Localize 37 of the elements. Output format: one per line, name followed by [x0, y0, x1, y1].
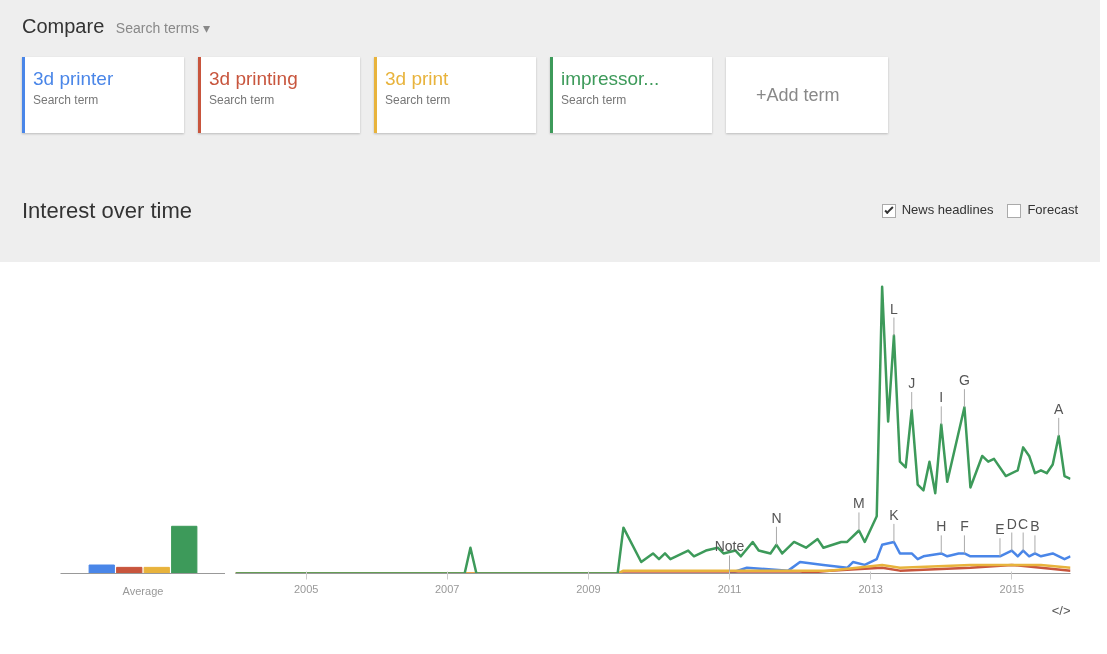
text: 3d printer — [33, 67, 114, 91]
text: Search term — [33, 92, 100, 110]
text: Search term — [385, 92, 451, 110]
annotation: H — [936, 518, 947, 535]
text: 3d printing — [209, 67, 298, 91]
annotation: N — [771, 509, 782, 526]
x-tick-label: 2011 — [717, 582, 742, 595]
x-axis-title: Average — [122, 584, 164, 597]
annotation: G — [958, 372, 970, 389]
x-tick-label: 2009 — [576, 582, 601, 595]
x-tick-label: 2015 — [999, 582, 1025, 595]
annotation: Note — [714, 538, 745, 555]
annotation: L — [890, 300, 899, 317]
x-tick-label: 2005 — [293, 582, 319, 595]
text: +Add term — [726, 57, 888, 133]
annotation: I — [939, 389, 944, 406]
annotation: M — [853, 495, 865, 512]
text: impressor... — [561, 67, 660, 91]
annotation: A — [1054, 400, 1065, 417]
text: </> — [1051, 602, 1071, 618]
x-tick-label: 2007 — [435, 582, 460, 595]
text: Search term — [561, 92, 628, 110]
text: Forecast — [1027, 202, 1078, 217]
chart-title: Interest over time — [22, 197, 192, 225]
text: News headlines — [901, 202, 994, 217]
annotation: C — [1018, 515, 1029, 532]
annotation: D — [1006, 515, 1017, 532]
annotation: J — [908, 375, 916, 392]
text: Compare — [22, 15, 105, 37]
text: Search term — [209, 92, 276, 110]
x-tick-label: 2013 — [858, 582, 883, 595]
annotation: E — [995, 521, 1005, 538]
text: Search terms ▾ — [115, 20, 210, 36]
annotation: B — [1030, 518, 1040, 535]
text: 3d print — [385, 67, 450, 91]
annotation: K — [889, 506, 900, 523]
annotation: F — [960, 518, 969, 535]
